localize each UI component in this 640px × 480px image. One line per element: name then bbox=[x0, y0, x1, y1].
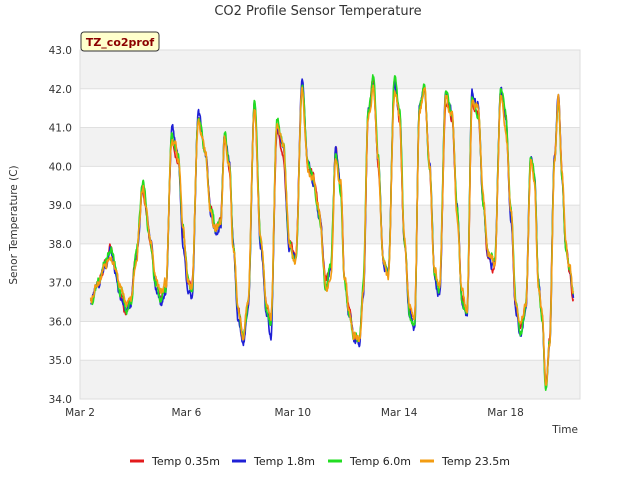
x-tick-label: Mar 10 bbox=[275, 407, 312, 419]
series-line-4 bbox=[89, 84, 575, 386]
grid-band bbox=[80, 205, 580, 244]
y-tick-label: 41.0 bbox=[49, 123, 72, 135]
station-badge-text: TZ_co2prof bbox=[86, 36, 155, 49]
grid-band bbox=[80, 88, 580, 128]
grid-band bbox=[80, 321, 580, 361]
y-tick-label: 43.0 bbox=[49, 45, 72, 57]
station-badge: TZ_co2prof bbox=[80, 31, 160, 52]
legend-label: Temp 23.5m bbox=[441, 455, 510, 468]
legend-label: Temp 0.35m bbox=[151, 455, 220, 468]
x-axis-label: Time bbox=[551, 424, 578, 436]
y-tick-label: 34.0 bbox=[49, 394, 72, 406]
x-tick-label: Mar 18 bbox=[487, 407, 524, 419]
y-tick-label: 35.0 bbox=[49, 355, 72, 367]
legend: Temp 0.35m Temp 1.8m Temp 6.0m Temp 23.5m bbox=[130, 455, 510, 468]
x-tick-label: Mar 14 bbox=[381, 407, 418, 419]
x-axis-ticks: Mar 2 Mar 6 Mar 10 Mar 14 Mar 18 bbox=[65, 407, 524, 419]
y-axis-ticks: 34.0 35.0 36.0 37.0 38.0 39.0 40.0 41.0 42.0 43.0 bbox=[49, 45, 72, 406]
station-badge-box bbox=[80, 31, 160, 52]
y-axis-label: Senor Temperature (C) bbox=[8, 165, 20, 284]
legend-label: Temp 1.8m bbox=[253, 455, 315, 468]
plot-frame bbox=[79, 49, 581, 400]
grid-band bbox=[80, 360, 580, 399]
plot-background bbox=[80, 50, 580, 399]
y-tick-label: 37.0 bbox=[49, 278, 72, 290]
y-tick-label: 40.0 bbox=[49, 161, 72, 173]
chart-title: CO2 Profile Sensor Temperature bbox=[214, 4, 421, 19]
grid-band bbox=[80, 127, 580, 167]
grid-band bbox=[80, 50, 580, 89]
series-lines bbox=[89, 74, 575, 391]
y-tick-label: 39.0 bbox=[49, 200, 72, 212]
x-tick-label: Mar 2 bbox=[65, 407, 95, 419]
y-tick-label: 36.0 bbox=[49, 316, 72, 328]
x-tick-label: Mar 6 bbox=[171, 407, 201, 419]
y-tick-label: 42.0 bbox=[49, 84, 72, 96]
legend-label: Temp 6.0m bbox=[349, 455, 411, 468]
y-tick-label: 38.0 bbox=[49, 239, 72, 251]
grid-band bbox=[80, 166, 580, 206]
